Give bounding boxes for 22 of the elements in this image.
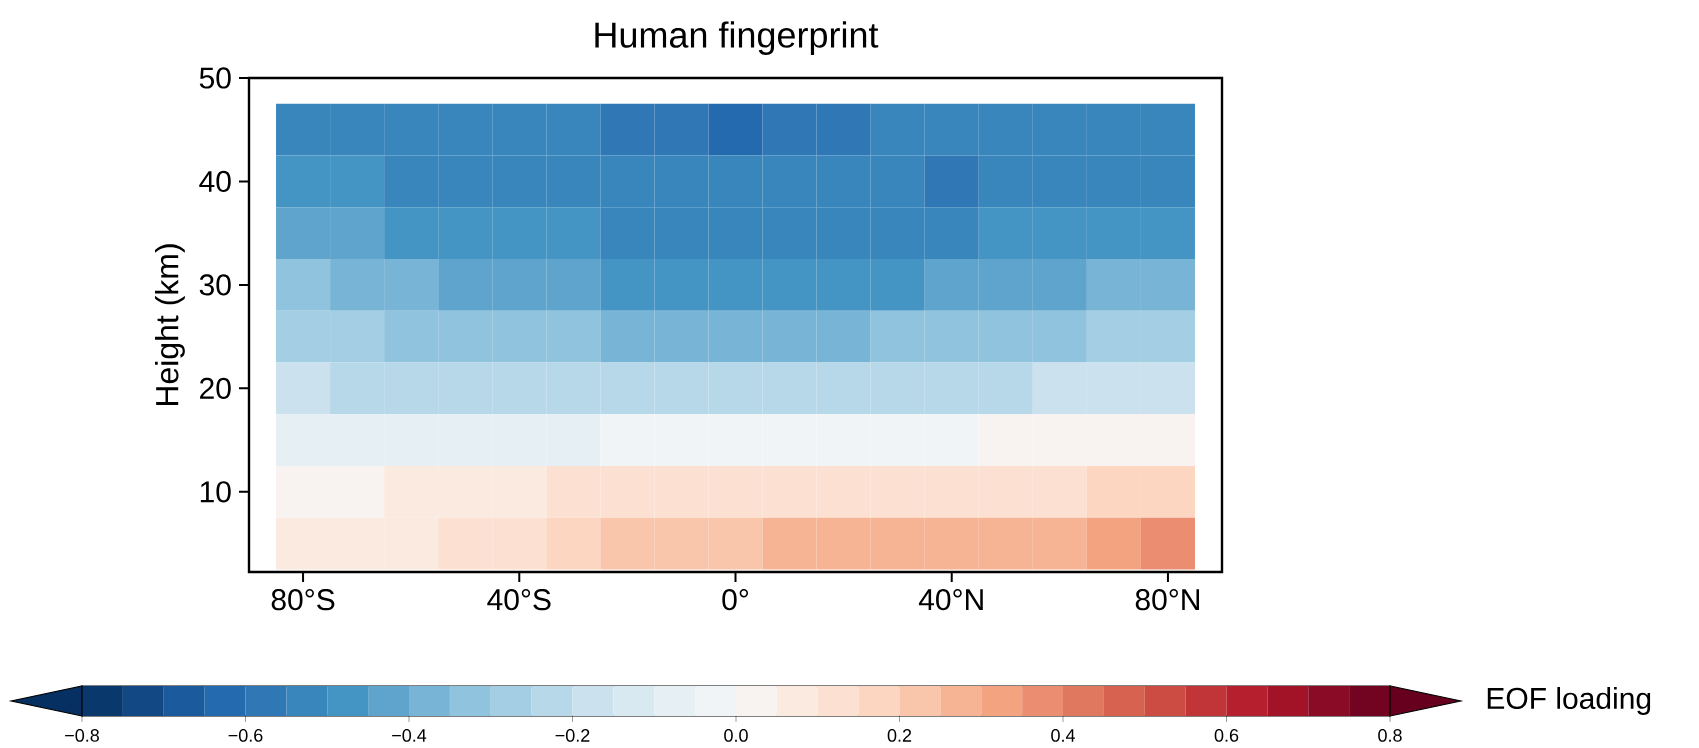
y-tick-label: 30 — [199, 274, 231, 296]
color-bar-title: EOF loading — [1487, 686, 1651, 715]
color-bar-label: 0.0 — [724, 728, 748, 742]
color-bar-label: 0.2 — [887, 728, 912, 742]
chart-title: Human fingerprint — [595, 21, 879, 55]
y-tick-label: 50 — [199, 67, 231, 89]
color-bar-label: 0.8 — [1378, 728, 1402, 742]
x-tick-label: 0° — [722, 588, 749, 611]
color-bar-label: −0.6 — [228, 728, 263, 742]
x-tick-label: 80°N — [1135, 588, 1199, 611]
y-tick-label: 10 — [200, 480, 231, 503]
x-tick-label: 80°S — [271, 588, 335, 611]
color-bar-label: −0.2 — [555, 728, 590, 742]
color-bar-label: −0.8 — [65, 728, 99, 742]
color-bar-label: 0.4 — [1051, 728, 1075, 742]
y-tick-label: 20 — [200, 377, 231, 399]
x-tick-label: 40°N — [918, 588, 983, 611]
x-tick-label: 40°S — [487, 588, 551, 611]
color-bar-label: −0.4 — [392, 728, 427, 742]
y-tick-label: 40 — [199, 170, 231, 192]
y-axis-title: Height (km) — [155, 244, 185, 405]
color-bar-label: 0.6 — [1214, 728, 1239, 742]
